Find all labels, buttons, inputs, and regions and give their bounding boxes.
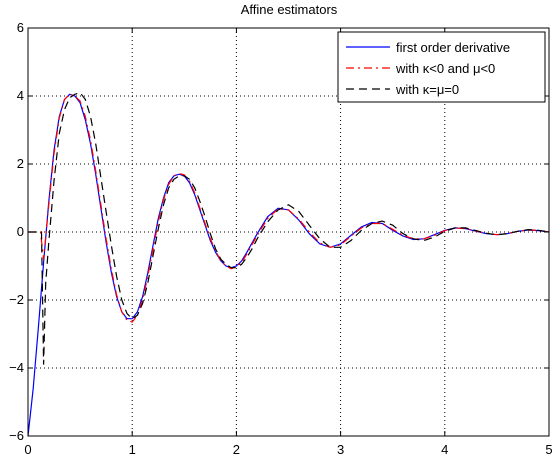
legend-label-1: with κ<0 and μ<0 [395,61,495,76]
legend-label-2: with κ=μ=0 [395,82,459,97]
series-layer [27,91,550,437]
legend-box [337,31,546,103]
x-tick-label: 4 [441,442,448,457]
y-tick-label: −6 [9,428,24,443]
legend-label-0: first order derivative [396,40,510,55]
y-tick-label: 0 [17,224,24,239]
legend: first order derivative with κ<0 and μ<0 wi… [337,31,546,103]
x-tick-label: 0 [24,442,31,457]
x-tick-label: 1 [129,442,136,457]
chart-title: Affine estimators [241,2,338,17]
x-tick-label: 3 [337,442,344,457]
x-tick-label: 5 [545,442,552,457]
y-tick-label: −2 [9,292,24,307]
tick-layer: 0 1 2 3 4 5 −6 −4 −2 0 2 4 6 [9,20,552,457]
x-tick-label: 2 [233,442,240,457]
y-tick-label: 6 [17,20,24,35]
y-tick-label: 2 [17,156,24,171]
series-line-2 [28,91,550,365]
y-tick-label: −4 [9,360,24,375]
series-line-0 [27,93,550,437]
series-line-1 [28,93,550,323]
y-tick-label: 4 [17,88,24,103]
